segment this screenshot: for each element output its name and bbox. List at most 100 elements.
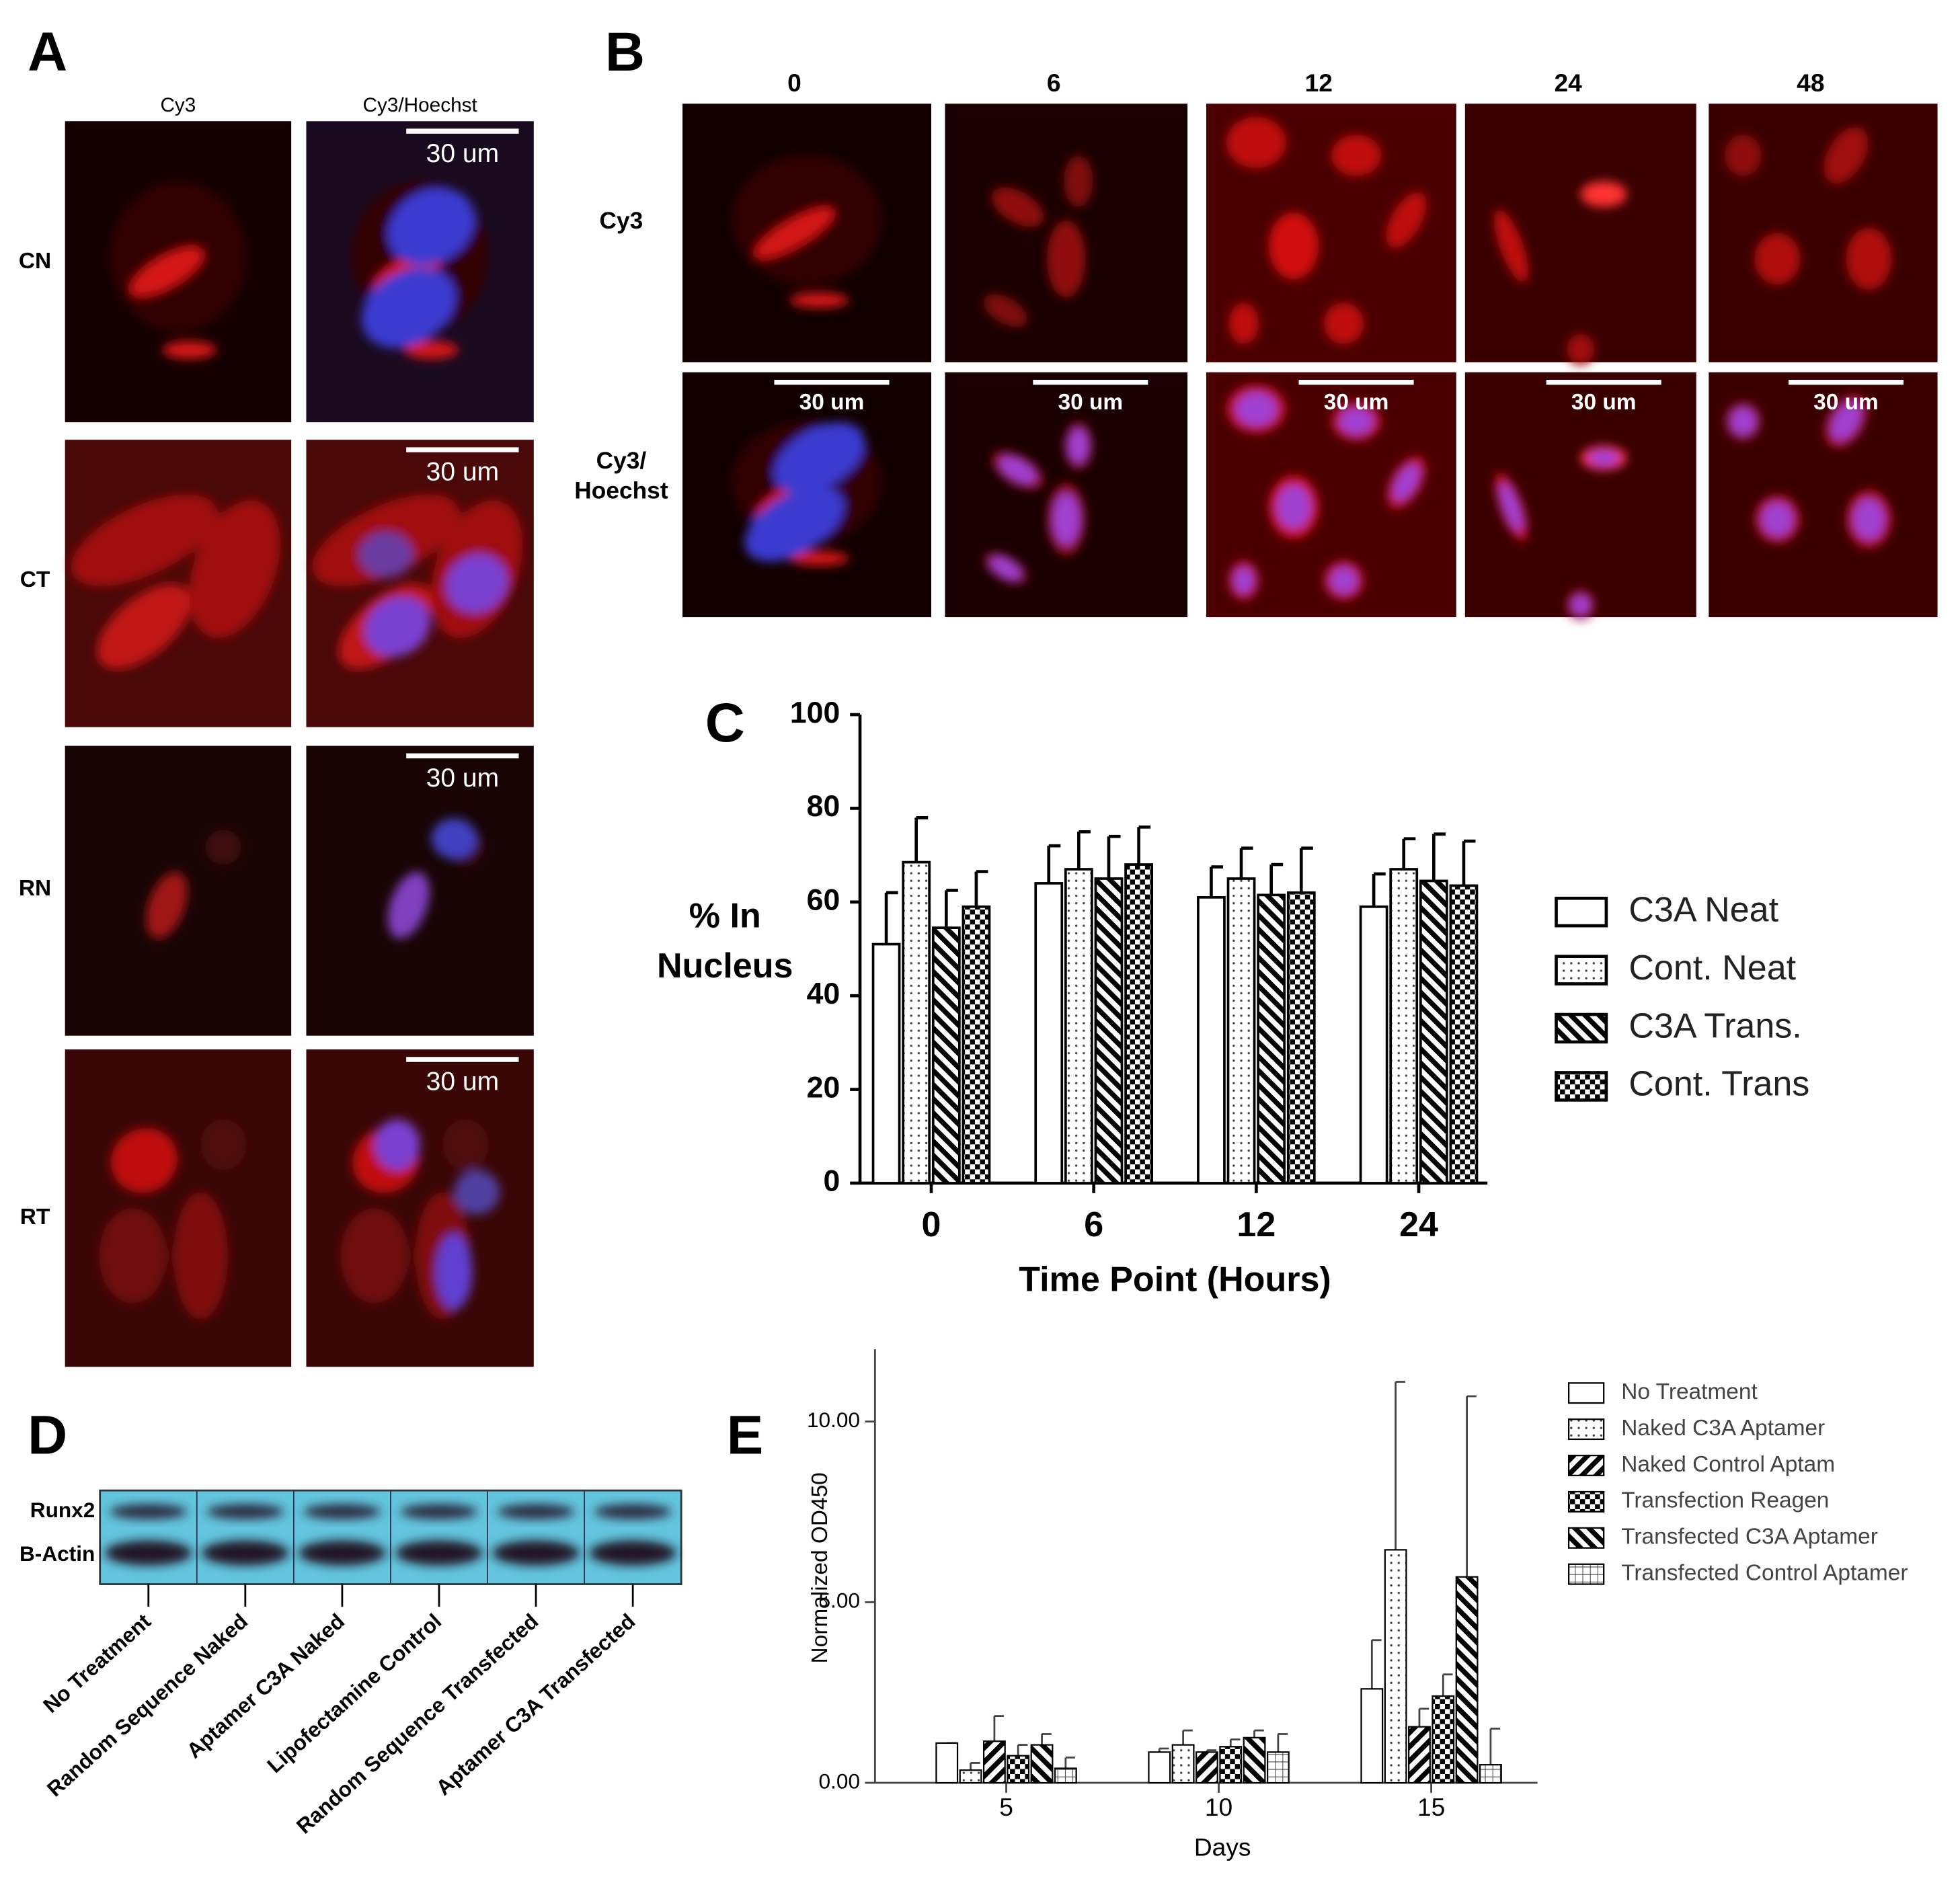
cell bbox=[374, 1119, 420, 1170]
band bbox=[299, 1540, 386, 1566]
cell bbox=[1046, 220, 1086, 298]
legend-swatch bbox=[1568, 1418, 1605, 1441]
legend-swatch bbox=[1555, 955, 1608, 986]
x-tick-label: 12 bbox=[1237, 1205, 1276, 1244]
cell bbox=[1233, 567, 1255, 594]
bar bbox=[1384, 1549, 1407, 1784]
column-header: Cy3 bbox=[160, 94, 196, 116]
micrograph bbox=[1206, 372, 1456, 618]
legend-label: No Treatment bbox=[1621, 1379, 1758, 1404]
lane-label: Aptamer C3A Transfected bbox=[431, 1609, 639, 1800]
cell bbox=[1064, 155, 1093, 208]
cell bbox=[454, 1170, 500, 1215]
cell bbox=[1730, 407, 1756, 436]
x-tick-label: 15 bbox=[1417, 1793, 1445, 1821]
legend-swatch bbox=[1568, 1563, 1605, 1585]
cells bbox=[71, 494, 280, 670]
panel-label: D bbox=[28, 1405, 67, 1466]
y-tick-label: 0 bbox=[823, 1165, 840, 1198]
cell bbox=[755, 208, 834, 258]
bar bbox=[1030, 1744, 1054, 1784]
band bbox=[594, 1504, 672, 1519]
panel-label: A bbox=[28, 22, 67, 83]
y-tick-label: 20 bbox=[807, 1071, 840, 1104]
y-axis-title: Normalized OD450 bbox=[808, 1472, 832, 1663]
scale-bar-label: 30 um bbox=[426, 1068, 499, 1096]
scale-bar-label: 30 um bbox=[426, 458, 499, 487]
panel-label: C bbox=[705, 692, 745, 754]
bar bbox=[1219, 1746, 1243, 1784]
cell bbox=[773, 422, 865, 494]
band-label: B-Actin bbox=[19, 1541, 95, 1566]
cell bbox=[1852, 498, 1885, 540]
column-header: 12 bbox=[1305, 69, 1333, 97]
lane-label: Aptamer C3A Naked bbox=[182, 1609, 349, 1763]
bar bbox=[1243, 1736, 1266, 1784]
bar bbox=[1359, 905, 1388, 1184]
legend-label: Cont. Trans bbox=[1629, 1065, 1809, 1104]
cells bbox=[99, 1119, 246, 1320]
bar bbox=[982, 1740, 1006, 1784]
cell bbox=[1846, 227, 1892, 290]
cell bbox=[189, 500, 280, 639]
x-tick-label: 24 bbox=[1399, 1205, 1438, 1244]
legend-label: C3A Trans. bbox=[1629, 1006, 1801, 1045]
row-label: CT bbox=[20, 567, 50, 592]
scale-bar-label: 30 um bbox=[426, 139, 499, 168]
bar bbox=[1171, 1744, 1195, 1784]
cells bbox=[732, 421, 882, 566]
column-header: 0 bbox=[787, 69, 801, 97]
cell bbox=[1393, 464, 1420, 501]
y-tick-label: 0.00 bbox=[819, 1769, 860, 1793]
legend-swatch bbox=[1568, 1490, 1605, 1513]
cells bbox=[1494, 181, 1627, 365]
cell bbox=[358, 531, 414, 578]
band bbox=[497, 1504, 575, 1519]
bar bbox=[1455, 1576, 1479, 1784]
micrograph bbox=[1709, 104, 1938, 362]
cell bbox=[71, 494, 218, 586]
band bbox=[395, 1540, 483, 1566]
cells bbox=[340, 1119, 500, 1320]
cells bbox=[110, 181, 246, 360]
cells bbox=[1226, 385, 1426, 600]
cells bbox=[1226, 116, 1427, 345]
cell bbox=[130, 247, 203, 296]
lane-label: Lipofectamine Control bbox=[262, 1609, 446, 1777]
bar bbox=[935, 1742, 959, 1784]
bar bbox=[962, 905, 991, 1184]
cell bbox=[1580, 181, 1627, 208]
bar bbox=[1479, 1764, 1502, 1784]
bar bbox=[1124, 863, 1153, 1184]
cell bbox=[1830, 402, 1861, 440]
cell bbox=[1068, 428, 1089, 463]
row-label: Hoechst bbox=[574, 478, 668, 504]
band bbox=[110, 1504, 188, 1519]
micrograph bbox=[945, 372, 1188, 618]
panel-label: E bbox=[727, 1405, 764, 1466]
micrograph-bg bbox=[306, 1049, 534, 1367]
cell bbox=[1331, 134, 1382, 176]
cells bbox=[1725, 126, 1892, 290]
legend-label: Transfected Control Aptamer bbox=[1621, 1561, 1908, 1586]
scale-bar-label: 30 um bbox=[1813, 390, 1879, 415]
scale-bar-label: 30 um bbox=[1058, 390, 1124, 415]
micrograph bbox=[65, 1049, 292, 1367]
bar bbox=[902, 860, 931, 1184]
micrograph bbox=[65, 440, 292, 727]
cell bbox=[205, 830, 242, 865]
legend-label: Transfected C3A Aptamer bbox=[1621, 1525, 1878, 1550]
bar bbox=[1432, 1695, 1455, 1784]
x-tick-label: 6 bbox=[1084, 1205, 1103, 1244]
cell bbox=[1567, 333, 1595, 365]
row-label: Cy3 bbox=[600, 208, 643, 234]
micrograph bbox=[306, 121, 534, 423]
y-tick-label: 80 bbox=[807, 790, 840, 823]
legend-swatch bbox=[1555, 896, 1608, 928]
legend-label: Cont. Neat bbox=[1629, 949, 1796, 988]
cell bbox=[1499, 482, 1523, 532]
cell bbox=[442, 1119, 489, 1170]
cells bbox=[984, 421, 1093, 585]
cell bbox=[744, 487, 845, 562]
column-header: Cy3/Hoechst bbox=[363, 94, 478, 116]
